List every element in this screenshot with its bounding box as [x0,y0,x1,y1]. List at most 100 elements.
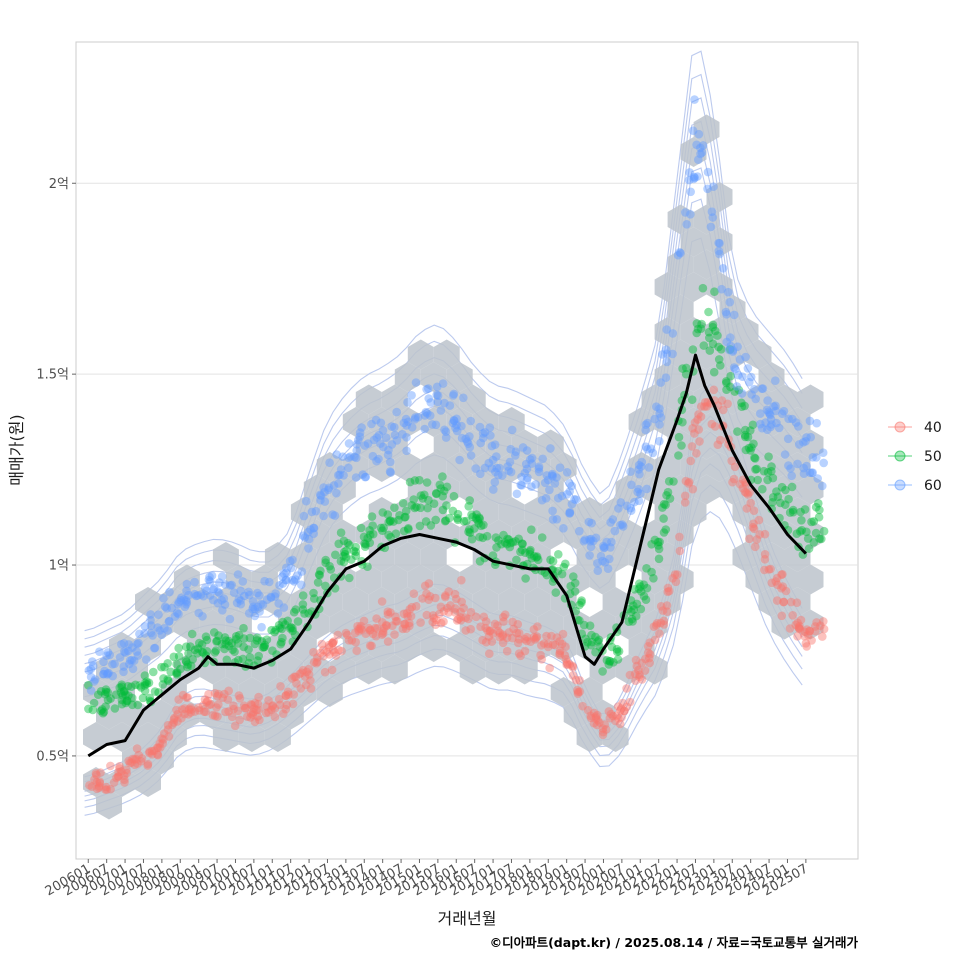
point-40 [777,584,786,593]
point-60 [236,586,245,596]
point-50 [404,525,413,534]
point-40 [147,746,157,756]
point-50 [140,671,150,680]
point-60 [436,406,446,415]
point-50 [716,361,725,370]
point-50 [678,364,687,373]
point-40 [406,611,416,621]
point-50 [351,551,361,560]
point-40 [92,778,102,787]
point-50 [341,553,351,562]
point-60 [355,428,365,437]
point-50 [624,617,634,626]
hexbin-cell [641,564,668,595]
point-50 [746,426,755,435]
point-60 [300,533,310,542]
point-40 [795,624,804,634]
hexbin-cell [225,654,252,685]
point-50 [277,637,286,647]
point-50 [442,482,452,492]
hexbin-cell [667,249,694,280]
point-40 [106,784,115,794]
point-60 [476,438,486,448]
trend-line [87,353,807,758]
point-60 [411,413,420,422]
point-40 [400,619,409,629]
point-50 [677,441,686,450]
point-40 [254,692,263,702]
point-60 [801,437,810,446]
point-60 [756,419,765,429]
hexbin-cell [355,384,382,415]
point-40 [264,708,273,717]
point-40 [819,624,829,634]
point-50 [183,660,192,669]
point-40 [420,581,430,591]
point-60 [725,297,735,307]
legend-label-60: 60 [924,478,942,494]
point-60 [684,175,694,185]
point-60 [357,423,366,432]
point-60 [745,377,754,387]
point-50 [559,562,569,572]
point-40 [485,627,495,636]
point-60 [484,458,494,468]
point-50 [647,567,656,577]
point-50 [734,385,744,395]
point-40 [619,706,629,716]
point-50 [710,287,719,297]
point-40 [383,637,393,646]
point-50 [385,516,395,525]
point-60 [306,525,315,534]
hexbin-cell [212,542,239,572]
hexbin-cell [459,564,486,595]
point-60 [457,421,466,431]
point-50 [117,682,126,691]
point-40 [802,642,811,651]
point-40 [317,639,327,649]
point-60 [634,465,643,474]
point-60 [279,569,288,578]
point-60 [378,426,388,435]
point-50 [409,495,419,504]
point-40 [481,637,491,647]
point-40 [498,638,508,648]
point-50 [442,501,451,510]
point-60 [376,418,386,428]
point-50 [464,502,474,511]
point-40 [778,570,787,579]
point-60 [488,455,498,465]
hexbin-cell [472,632,499,662]
point-40 [616,704,626,713]
point-60 [140,622,150,631]
point-40 [575,676,584,685]
point-60 [199,591,208,601]
point-40 [680,498,690,507]
point-40 [268,702,277,711]
point-50 [665,494,675,503]
point-60 [633,487,642,497]
hexbin-cell [381,609,408,640]
hexbin-cell [719,474,746,505]
point-40 [616,706,625,715]
point-50 [800,505,810,514]
hexbin-cell [667,519,694,550]
hexbin-cell [420,497,447,527]
point-60 [445,401,455,410]
point-60 [433,397,443,407]
point-50 [164,676,173,686]
hexbin-cell [576,542,603,572]
point-60 [767,420,776,429]
point-40 [425,592,435,601]
hexbin-cell [485,474,512,505]
point-60 [487,464,497,473]
point-50 [117,680,126,689]
hexbin-cell [485,654,512,685]
hexbin-cell [96,789,122,820]
point-40 [684,479,693,488]
point-60 [540,478,550,488]
hexbin-cell [212,722,239,752]
point-60 [372,433,382,442]
point-40 [558,629,568,639]
point-40 [659,620,669,629]
